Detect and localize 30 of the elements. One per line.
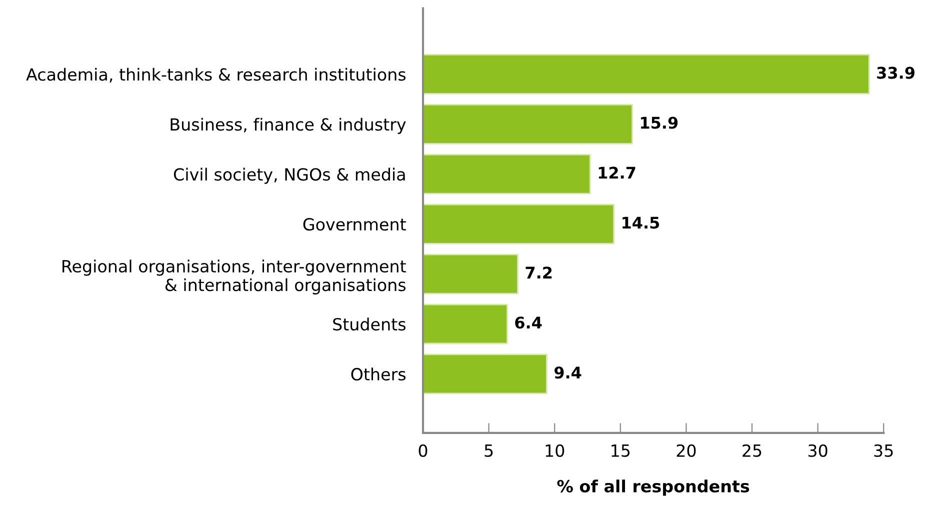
data-label: 9.4 [554, 366, 582, 379]
bar [423, 304, 508, 344]
bar [423, 104, 633, 144]
x-tick-label: 25 [742, 444, 762, 457]
x-tick-label: 30 [808, 444, 828, 457]
bar [423, 204, 615, 244]
data-label: 14.5 [622, 216, 660, 229]
y-tick-label: Regional organisations, inter-government & international organisations [62, 260, 406, 294]
data-label: 6.4 [515, 316, 542, 329]
x-tick-label: 0 [418, 444, 428, 457]
bar [423, 54, 870, 94]
y-tick-label: Government [303, 218, 406, 231]
x-axis-title: % of all respondents [557, 480, 750, 496]
x-tick-label: 15 [612, 444, 630, 457]
y-tick-label: Others [351, 368, 406, 381]
data-label: 12.7 [598, 166, 636, 179]
bar [423, 254, 518, 294]
x-tick-label: 35 [874, 444, 893, 457]
y-tick-label: Civil society, NGOs & media [174, 168, 405, 184]
x-tick-label: 20 [676, 444, 696, 457]
x-tick-label: 5 [484, 444, 493, 457]
data-label: 7.2 [526, 266, 552, 278]
x-tick-label: 10 [546, 444, 564, 457]
bar [423, 354, 548, 394]
y-tick-label: Academia, think-tanks & research institutions [26, 68, 406, 82]
bar [423, 154, 591, 194]
data-label: 33.9 [877, 66, 914, 79]
y-tick-label: Students [333, 318, 406, 331]
y-tick-label: Business, finance & industry [170, 118, 406, 134]
data-label: 15.9 [640, 116, 678, 129]
